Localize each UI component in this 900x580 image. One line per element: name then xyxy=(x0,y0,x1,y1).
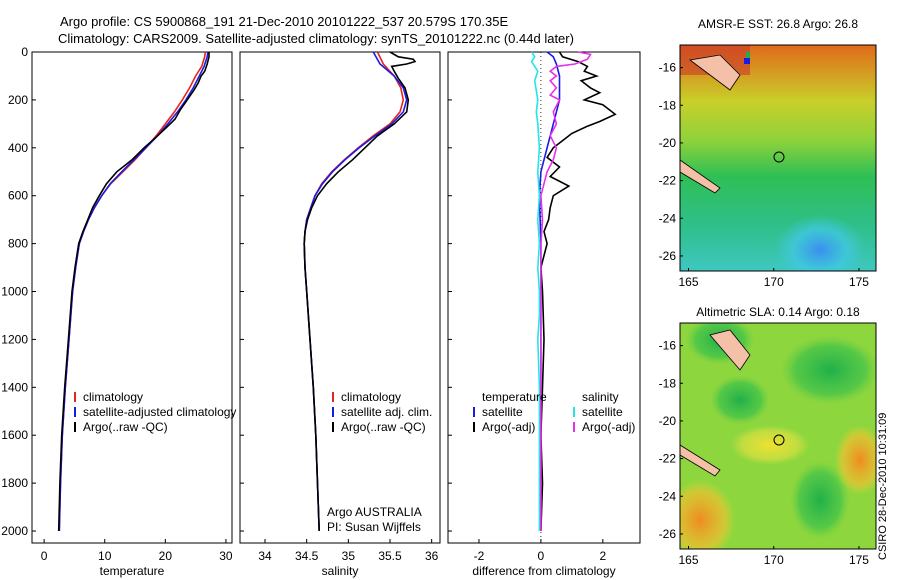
sla-patch-2 xyxy=(780,335,876,405)
salinity-xlabel: salinity xyxy=(322,564,359,578)
sla-patch-6 xyxy=(835,425,876,495)
sla-patch-3 xyxy=(730,425,810,465)
sla-map-xtick-label: 170 xyxy=(764,553,784,567)
sla-map-ytick-label: -18 xyxy=(659,376,677,390)
sst-argo-marker xyxy=(773,151,785,163)
temperature-xtick-label: 20 xyxy=(159,549,173,563)
salinity-xtick-label: 35 xyxy=(342,549,356,563)
sla-map-ytick-label: -22 xyxy=(659,452,677,466)
temperature-xtick-label: 30 xyxy=(219,549,233,563)
temperature-series-satellite xyxy=(58,51,209,532)
sst-map xyxy=(680,45,876,271)
salinity-xtick-label: 35.5 xyxy=(378,549,402,563)
sst-map-ytick-label: -18 xyxy=(659,98,677,112)
salinity-xtick-label: 34.5 xyxy=(295,549,319,563)
temperature-legend-label: Argo(..raw -QC) xyxy=(83,420,168,434)
diff-legend-heading: salinity xyxy=(582,390,619,404)
salinity-xtick-label: 36 xyxy=(425,549,439,563)
salinity-legend-label: Argo(..raw -QC) xyxy=(341,420,426,434)
new-caledonia-island xyxy=(680,159,721,194)
difference-series-temperature-argo xyxy=(540,51,617,532)
depth-tick-label: 0 xyxy=(21,45,28,59)
sst-map-ytick-label: -22 xyxy=(659,174,677,188)
sst-cool-patch xyxy=(775,215,865,271)
difference-axes-frame xyxy=(447,51,641,544)
temperature-axes-frame xyxy=(31,51,233,544)
sla-map-frame xyxy=(679,322,877,550)
depth-tick-label: 400 xyxy=(8,141,28,155)
temperature-xtick-label: 0 xyxy=(41,549,48,563)
depth-tick-label: 200 xyxy=(8,93,28,107)
sst-map-ytick-label: -24 xyxy=(659,211,677,225)
sst-land-cell xyxy=(744,58,750,64)
sst-map-ytick-label: -16 xyxy=(659,61,677,75)
salinity-series-argo xyxy=(303,51,417,532)
difference-xtick-label: -2 xyxy=(474,549,485,563)
sst-map-xtick-label: 165 xyxy=(679,275,699,289)
salinity-xtick-label: 34 xyxy=(258,549,272,563)
temperature-xtick-label: 10 xyxy=(98,549,112,563)
salinity-legend-label: climatology xyxy=(341,390,401,404)
sst-map-ytick-label: -20 xyxy=(659,136,677,150)
depth-tick-label: 1000 xyxy=(1,285,28,299)
diff-legend-label: Argo(-adj) xyxy=(482,420,535,434)
sla-map-xtick-label: 165 xyxy=(679,553,699,567)
sla-map xyxy=(680,323,876,549)
sla-new-caledonia-island xyxy=(680,444,721,477)
depth-tick-label: 1400 xyxy=(1,380,28,394)
difference-xtick-label: 2 xyxy=(599,549,606,563)
depth-tick-label: 1800 xyxy=(1,476,28,490)
sla-map-ytick-label: -26 xyxy=(659,527,677,541)
diff-legend-label: satellite xyxy=(582,405,623,419)
sla-patch-4 xyxy=(680,480,735,549)
sla-patch-7 xyxy=(710,375,770,425)
difference-xlabel: difference from climatology xyxy=(472,564,615,578)
diff-legend-label: satellite xyxy=(482,405,523,419)
sla-patch-5 xyxy=(790,460,850,540)
float-annotation: PI: Susan Wijffels xyxy=(327,520,421,534)
sla-map-title: Altimetric SLA: 0.14 Argo: 0.18 xyxy=(696,305,860,319)
vanuatu-island xyxy=(689,54,741,91)
sst-map-title: AMSR-E SST: 26.8 Argo: 26.8 xyxy=(698,17,858,31)
difference-series-salinity-argo xyxy=(540,51,592,531)
salinity-series-climatology xyxy=(303,51,405,532)
temperature-xlabel: temperature xyxy=(100,564,165,578)
sla-map-ytick-label: -24 xyxy=(659,489,677,503)
sla-argo-marker xyxy=(773,434,785,446)
salinity-series-satellite xyxy=(303,51,408,532)
temperature-series-argo xyxy=(57,52,210,532)
depth-tick-label: 2000 xyxy=(1,524,28,538)
temperature-legend-label: climatology xyxy=(83,390,143,404)
depth-tick-label: 1200 xyxy=(1,332,28,346)
salinity-axes-frame xyxy=(239,51,441,544)
diff-legend-label: Argo(-adj) xyxy=(582,420,635,434)
sla-map-ytick-label: -16 xyxy=(659,339,677,353)
temperature-legend-label: satellite-adjusted climatology xyxy=(83,405,236,419)
depth-tick-label: 1600 xyxy=(1,428,28,442)
float-annotation: Argo AUSTRALIA xyxy=(327,505,422,519)
salinity-legend-label: satellite adj. clim. xyxy=(341,405,432,419)
sst-land-cell-2 xyxy=(746,52,750,58)
sst-map-frame xyxy=(679,44,877,272)
sla-map-xtick-label: 175 xyxy=(849,553,869,567)
sst-map-xtick-label: 170 xyxy=(764,275,784,289)
chart-layers: 0 10 20 30020040060080010001200140016001800… xyxy=(1,45,869,578)
depth-tick-label: 800 xyxy=(8,237,28,251)
sla-map-ytick-label: -20 xyxy=(659,414,677,428)
figure-title-line1: Argo profile: CS 5900868_191 21-Dec-2010… xyxy=(60,14,509,29)
depth-tick-label: 600 xyxy=(8,189,28,203)
sla-vanuatu-island xyxy=(709,329,751,371)
difference-series-salinity-satellite xyxy=(530,51,541,531)
diff-legend-heading: temperature xyxy=(482,390,547,404)
temperature-series-climatology xyxy=(58,51,207,532)
difference-xtick-label: 0 xyxy=(538,549,545,563)
figure-title-line2: Climatology: CARS2009. Satellite-adjuste… xyxy=(58,31,574,46)
sst-map-xtick-label: 175 xyxy=(849,275,869,289)
sst-map-ytick-label: -26 xyxy=(659,249,677,263)
